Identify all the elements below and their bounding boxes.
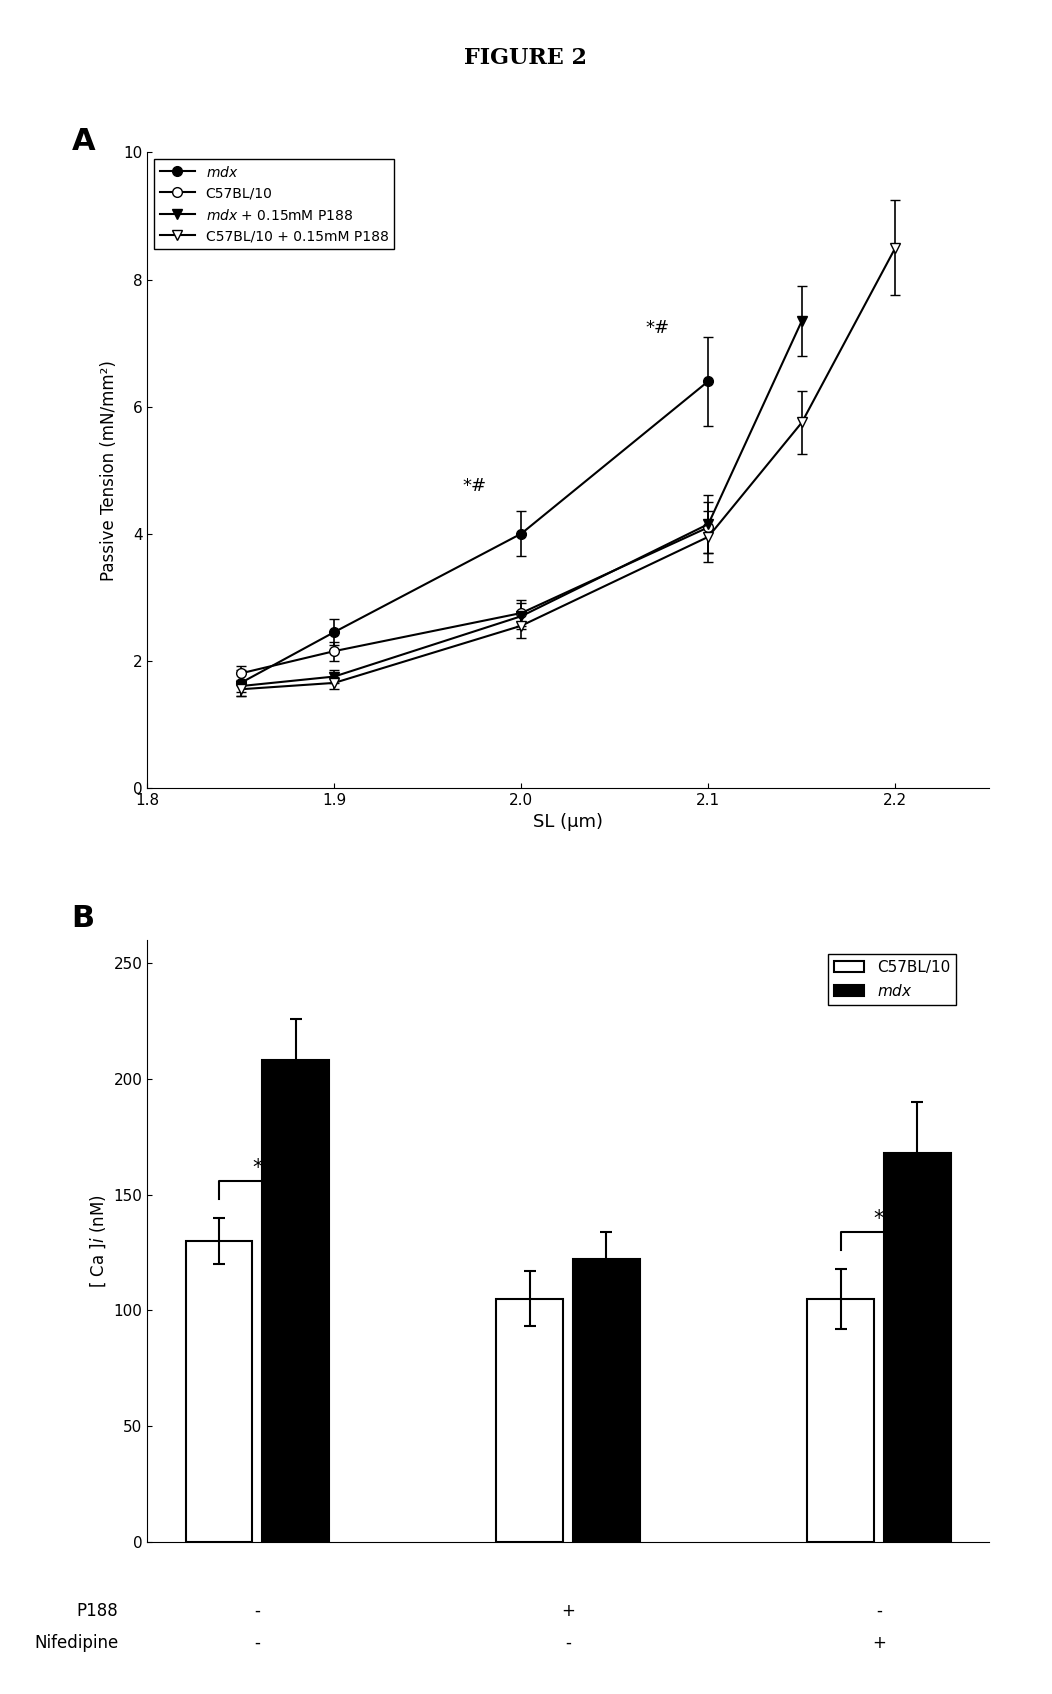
Text: P188: P188	[77, 1603, 119, 1619]
Y-axis label: Passive Tension (mN/mm²): Passive Tension (mN/mm²)	[100, 359, 118, 581]
Bar	[497, 1299, 563, 1542]
Text: +: +	[872, 1635, 886, 1652]
X-axis label: SL (μm): SL (μm)	[533, 813, 603, 832]
Text: -: -	[255, 1635, 260, 1652]
Bar	[573, 1259, 640, 1542]
Text: FIGURE 2: FIGURE 2	[465, 47, 587, 69]
Text: *#: *#	[463, 478, 487, 495]
Bar	[262, 1060, 329, 1542]
Text: +: +	[561, 1603, 575, 1619]
Bar	[185, 1240, 252, 1542]
Text: *: *	[252, 1159, 262, 1179]
Text: -: -	[255, 1603, 260, 1619]
Bar	[807, 1299, 874, 1542]
Text: A: A	[72, 127, 95, 156]
Legend: $mdx$, C57BL/10, $mdx$ + 0.15mM P188, C57BL/10 + 0.15mM P188: $mdx$, C57BL/10, $mdx$ + 0.15mM P188, C5…	[155, 159, 394, 249]
Y-axis label: [ Ca ]$i$ (nM): [ Ca ]$i$ (nM)	[88, 1194, 108, 1287]
Text: -: -	[565, 1635, 571, 1652]
Text: -: -	[876, 1603, 882, 1619]
Text: Nifedipine: Nifedipine	[35, 1635, 119, 1652]
Bar	[884, 1154, 951, 1542]
Text: *: *	[874, 1210, 884, 1230]
Text: B: B	[72, 905, 95, 933]
Text: *#: *#	[646, 318, 670, 337]
Legend: C57BL/10, $mdx$: C57BL/10, $mdx$	[828, 954, 956, 1005]
